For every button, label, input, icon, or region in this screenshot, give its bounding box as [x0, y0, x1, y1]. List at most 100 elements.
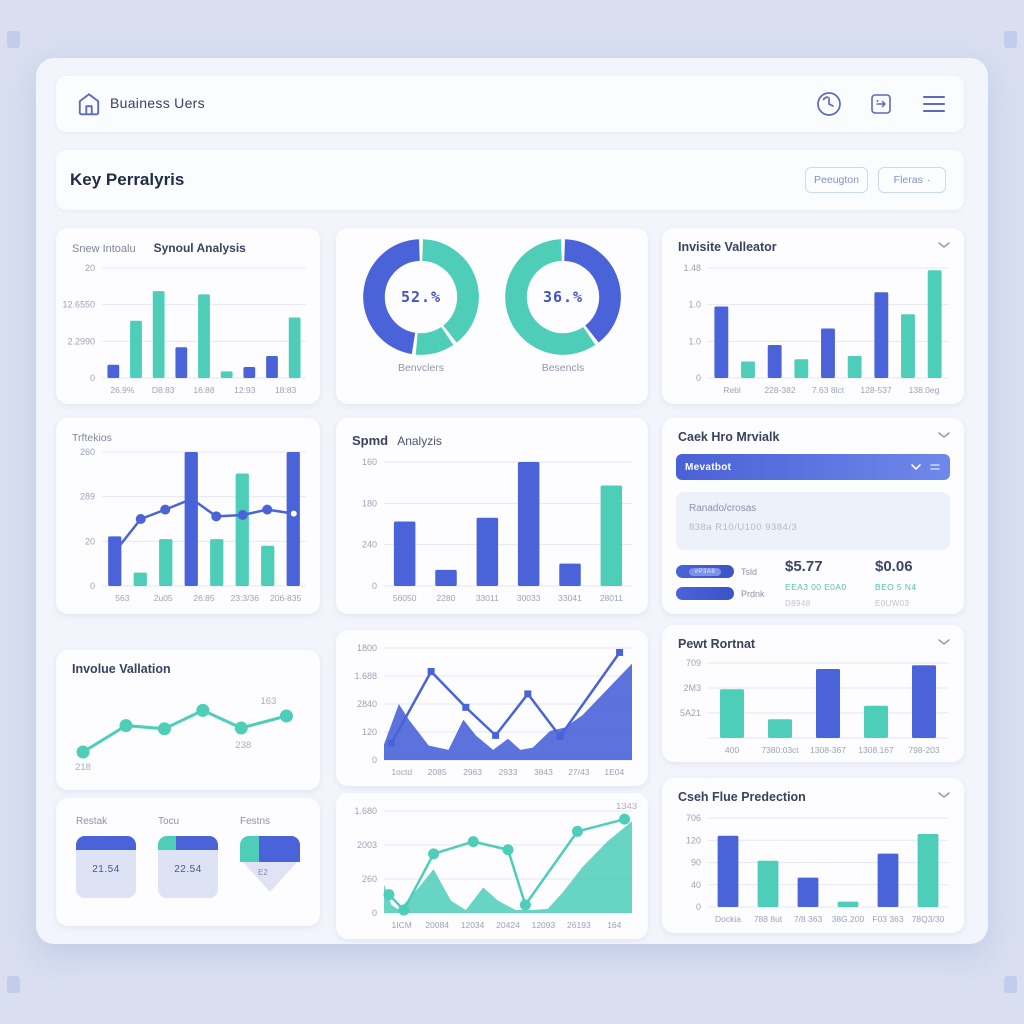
card-title: Involue Vallation — [72, 662, 171, 676]
chevron-down-icon[interactable] — [936, 428, 952, 442]
svg-text:16:88: 16:88 — [193, 385, 215, 395]
svg-text:1octd: 1octd — [391, 767, 412, 777]
svg-text:1.688: 1.688 — [354, 671, 377, 681]
list-icon — [930, 464, 940, 470]
mini-widget-tocu[interactable]: Tocu 22.54 — [158, 816, 218, 898]
button-label: Peeugton — [814, 174, 859, 186]
svg-text:2933: 2933 — [499, 767, 518, 777]
chevron-down-icon — [911, 464, 921, 471]
svg-text:1.680: 1.680 — [354, 806, 377, 816]
invisite-valleator-bar-chart: 1.48 1.0 1.0 0 Rebl 228-382 7.63 8lct 128-537 13… — [666, 260, 954, 398]
besencls-donut-chart: 36.% — [497, 238, 629, 356]
svg-text:5A21: 5A21 — [680, 708, 701, 718]
svg-text:20424: 20424 — [496, 920, 520, 930]
mini-header — [158, 836, 218, 850]
menu-icon[interactable] — [922, 94, 946, 114]
svg-text:12034: 12034 — [461, 920, 485, 930]
metric-column: $5.77 EEA3 00 E0A0 D8948 — [785, 558, 847, 608]
info-line: Ranado/crosas — [689, 503, 757, 514]
chevron-down-icon[interactable] — [936, 238, 952, 252]
peeugton-button[interactable]: Peeugton — [805, 167, 868, 193]
svg-text:2085: 2085 — [428, 767, 447, 777]
card-involue-vallation: Involue Vallation 218 238 163 — [56, 650, 320, 790]
svg-text:F03 363: F03 363 — [872, 914, 903, 924]
svg-text:1ICM: 1ICM — [392, 920, 412, 930]
card-teal-area-trend: 1.680 2003 260 0 1ICM 20084 12034 20424 12093 261… — [336, 793, 648, 939]
mini-label: Restak — [76, 816, 108, 827]
chevron-down-icon[interactable] — [936, 635, 952, 649]
svg-text:12:93: 12:93 — [234, 385, 256, 395]
svg-text:56050: 56050 — [393, 593, 417, 603]
chevron-down-icon[interactable] — [936, 788, 952, 802]
svg-text:D8:83: D8:83 — [152, 385, 175, 395]
svg-text:0: 0 — [372, 755, 377, 765]
svg-text:260: 260 — [80, 447, 95, 457]
svg-text:7.63 8lct: 7.63 8lct — [812, 385, 845, 395]
svg-text:1.0: 1.0 — [688, 300, 701, 310]
svg-text:20084: 20084 — [425, 920, 449, 930]
svg-text:12.6550: 12.6550 — [62, 300, 95, 310]
page-title: Key Perralyris — [70, 170, 185, 189]
card-invisite-valleator: Invisite Valleator 1.48 1.0 1.0 0 Rebl 228-38… — [662, 228, 964, 404]
mini-value: E2 — [258, 868, 268, 877]
svg-text:240: 240 — [362, 540, 377, 550]
svg-text:2M3: 2M3 — [683, 683, 701, 693]
button-label: Fleras — [893, 174, 923, 186]
card-blue-area-trend: 1800 1.688 2840 120 0 1octd 2085 2963 2933 3843 27… — [336, 630, 648, 786]
card-title: Cseh Flue Predection — [678, 790, 806, 804]
transfer-box-icon[interactable] — [868, 91, 894, 117]
app-title: Buainess Uers — [110, 95, 205, 111]
svg-text:2280: 2280 — [437, 593, 456, 603]
mini-value: 22.54 — [174, 864, 202, 875]
svg-text:1308-367: 1308-367 — [810, 745, 846, 755]
svg-text:52.%: 52.% — [401, 288, 441, 306]
fleras-button[interactable]: Fleras · — [878, 167, 946, 193]
donut-caption: Besencls — [541, 362, 585, 374]
corner-mark — [7, 976, 20, 993]
svg-text:1308.167: 1308.167 — [858, 745, 894, 755]
mini-widget-festns[interactable]: Festns E2 — [240, 816, 300, 898]
metric-sub: BEO 5 N4 — [875, 582, 917, 592]
pill-label: Prdnk — [741, 588, 765, 599]
mini-label: Festns — [240, 816, 271, 827]
mini-widget-restak[interactable]: Restak 21.54 — [76, 816, 136, 898]
donut-benvclers: 52.% Benvclers — [346, 238, 496, 374]
pewt-rortnat-bar-chart: 709 2M3 5A21 400 7380:03ct 1308-367 1308.167 79… — [666, 655, 954, 758]
legend-pill-prdnk[interactable] — [676, 587, 734, 600]
svg-text:0: 0 — [90, 581, 95, 591]
legend-pill-tsld[interactable]: #P3A8 — [676, 565, 734, 578]
svg-text:228-382: 228-382 — [764, 385, 795, 395]
benvclers-donut-chart: 52.% — [355, 238, 487, 356]
svg-text:1E04: 1E04 — [604, 767, 624, 777]
card-donut-pair: 52.% Benvclers 36.% Besencls — [336, 228, 648, 404]
svg-text:78Q3/30: 78Q3/30 — [912, 914, 945, 924]
svg-text:7380:03ct: 7380:03ct — [761, 745, 799, 755]
svg-text:1.48: 1.48 — [683, 263, 701, 273]
svg-text:180: 180 — [362, 498, 377, 508]
card-subtitle: Snew Intoalu — [72, 243, 136, 255]
caret-icon: · — [926, 174, 931, 186]
metric-value: $0.06 — [875, 558, 913, 575]
spmd-analyzis-bar-chart: 160 180 240 0 56050 2280 33011 30033 33041 28011 — [342, 454, 638, 606]
card-spmd-analyzis: Spmd Analyzis 160 180 240 0 56050 2280 33011 30… — [336, 418, 648, 614]
svg-text:788 8ut: 788 8ut — [754, 914, 783, 924]
info-panel: Ranado/crosas 838a R10/U100 9384/3 — [676, 492, 950, 550]
svg-text:27/43: 27/43 — [568, 767, 590, 777]
svg-text:120: 120 — [686, 835, 701, 845]
home-icon[interactable] — [76, 91, 102, 117]
mevatbot-dropdown[interactable]: Mevatbot — [676, 454, 950, 480]
svg-text:26193: 26193 — [567, 920, 591, 930]
card-subtitle: Analyzis — [397, 434, 442, 448]
svg-text:20: 20 — [85, 263, 95, 273]
svg-text:33011: 33011 — [476, 593, 499, 603]
history-clock-icon[interactable] — [814, 89, 844, 119]
svg-text:563: 563 — [115, 593, 129, 603]
card-title: Spmd — [352, 433, 389, 448]
mini-widget-row: Restak 21.54 Tocu 22.54 Festns E2 — [76, 816, 300, 898]
card-pewt-rortnat: Pewt Rortnat 709 2M3 5A21 400 7380:03ct 1308-… — [662, 625, 964, 762]
svg-text:1.0: 1.0 — [688, 336, 701, 346]
metric-sub2: D8948 — [785, 599, 811, 608]
dropdown-label: Mevatbot — [685, 461, 732, 473]
pill-label: Tsld — [741, 566, 758, 577]
metric-sub2: E0UW03 — [875, 599, 910, 608]
